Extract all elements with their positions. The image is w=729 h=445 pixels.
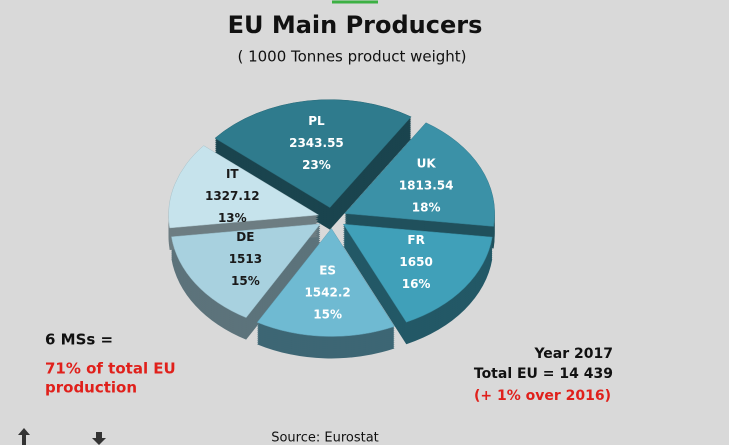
nav-icon[interactable] [92,432,106,445]
slice-label: FR [407,233,424,247]
slice-share: 23% [302,158,331,172]
slice-label: PL [308,114,325,128]
slice-value: 1813.54 [399,178,454,192]
slice-label: ES [319,264,336,278]
slice-share: 15% [313,308,342,322]
slice-value: 1327.12 [205,189,260,203]
slice-value: 1542.2 [304,286,350,300]
pie-slice [171,223,321,318]
slice-share: 18% [412,200,441,214]
annotation: production [45,379,137,397]
slice-share: 15% [231,274,260,288]
nav-icon[interactable] [18,428,30,445]
slice-value: 1650 [399,255,432,269]
pie-slice [344,122,495,227]
annotation: Year 2017 [533,346,613,362]
slice-label: UK [417,156,437,170]
slice-value: 1513 [229,252,262,266]
annotation: 6 MSs = [45,331,113,349]
slice-value: 2343.55 [289,136,344,150]
slice-share: 13% [218,211,247,225]
chart-subtitle: ( 1000 Tonnes product weight) [237,48,466,66]
source-note: Source: Eurostat [271,431,379,445]
chart-title: EU Main Producers [228,11,483,39]
slice-share: 16% [402,277,431,291]
slice-label: IT [226,167,239,181]
annotation: (+ 1% over 2016) [474,388,611,404]
pie: PL 2343.55 23% UK 1813.54 18% FR 1650 16% ES 1542.… [168,99,495,359]
pie-slice [256,228,395,337]
pie-slice [214,99,412,208]
annotation: Total EU = 14 439 [474,366,613,382]
pie-slice [342,223,493,323]
slice-label: DE [236,230,254,244]
pie-slice [168,145,320,229]
annotation: 71% of total EU [45,360,176,378]
